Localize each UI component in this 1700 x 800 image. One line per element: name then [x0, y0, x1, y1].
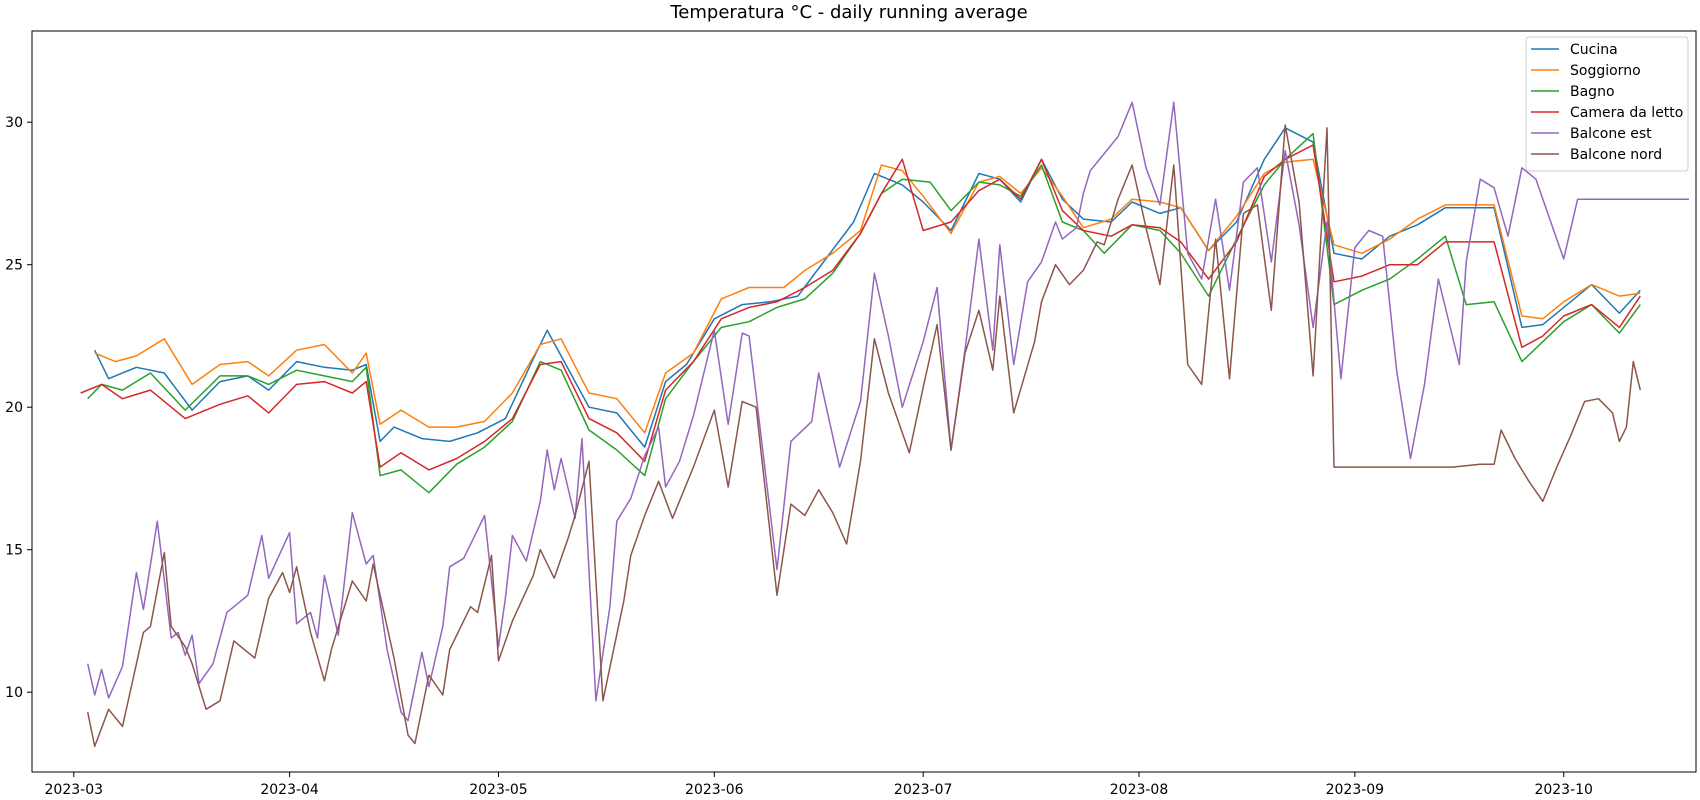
legend-label: Cucina	[1570, 42, 1618, 58]
x-tick-label: 2023-07	[894, 782, 953, 798]
y-tick-label: 25	[5, 258, 23, 274]
x-tick-label: 2023-10	[1534, 782, 1593, 798]
x-tick-label: 2023-05	[469, 782, 528, 798]
legend-label: Camera da letto	[1570, 105, 1683, 121]
legend-label: Balcone est	[1570, 126, 1652, 142]
series-line-cucina	[94, 127, 1641, 448]
y-tick-label: 15	[5, 543, 23, 559]
series-line-balcone-est	[86, 101, 1689, 722]
series-line-balcone-nord	[86, 124, 1642, 748]
y-axis: 10 15 20 25 30	[5, 115, 32, 701]
plot-frame	[31, 30, 1697, 773]
series-line-camera-da-letto	[80, 144, 1641, 471]
legend: Cucina Soggiorno Bagno Camera da letto Balco…	[1525, 36, 1689, 172]
y-tick-label: 10	[5, 685, 23, 701]
x-tick-label: 2023-09	[1326, 782, 1385, 798]
legend-label: Soggiorno	[1570, 63, 1641, 79]
legend-box	[1525, 36, 1689, 172]
chart-title: Temperatura °C - daily running average	[669, 2, 1027, 23]
series-line-soggiorno	[94, 158, 1641, 434]
x-axis: 2023-03 2023-04 2023-05 2023-06 2023-07 2023-…	[45, 772, 1593, 798]
y-tick-label: 20	[5, 400, 23, 416]
series-layer	[80, 101, 1689, 748]
x-tick-label: 2023-03	[45, 782, 104, 798]
x-tick-label: 2023-06	[685, 782, 744, 798]
legend-label: Balcone nord	[1570, 147, 1662, 163]
x-tick-label: 2023-04	[260, 782, 319, 798]
legend-label: Bagno	[1570, 84, 1615, 100]
x-tick-label: 2023-08	[1110, 782, 1169, 798]
y-tick-label: 30	[5, 115, 23, 131]
